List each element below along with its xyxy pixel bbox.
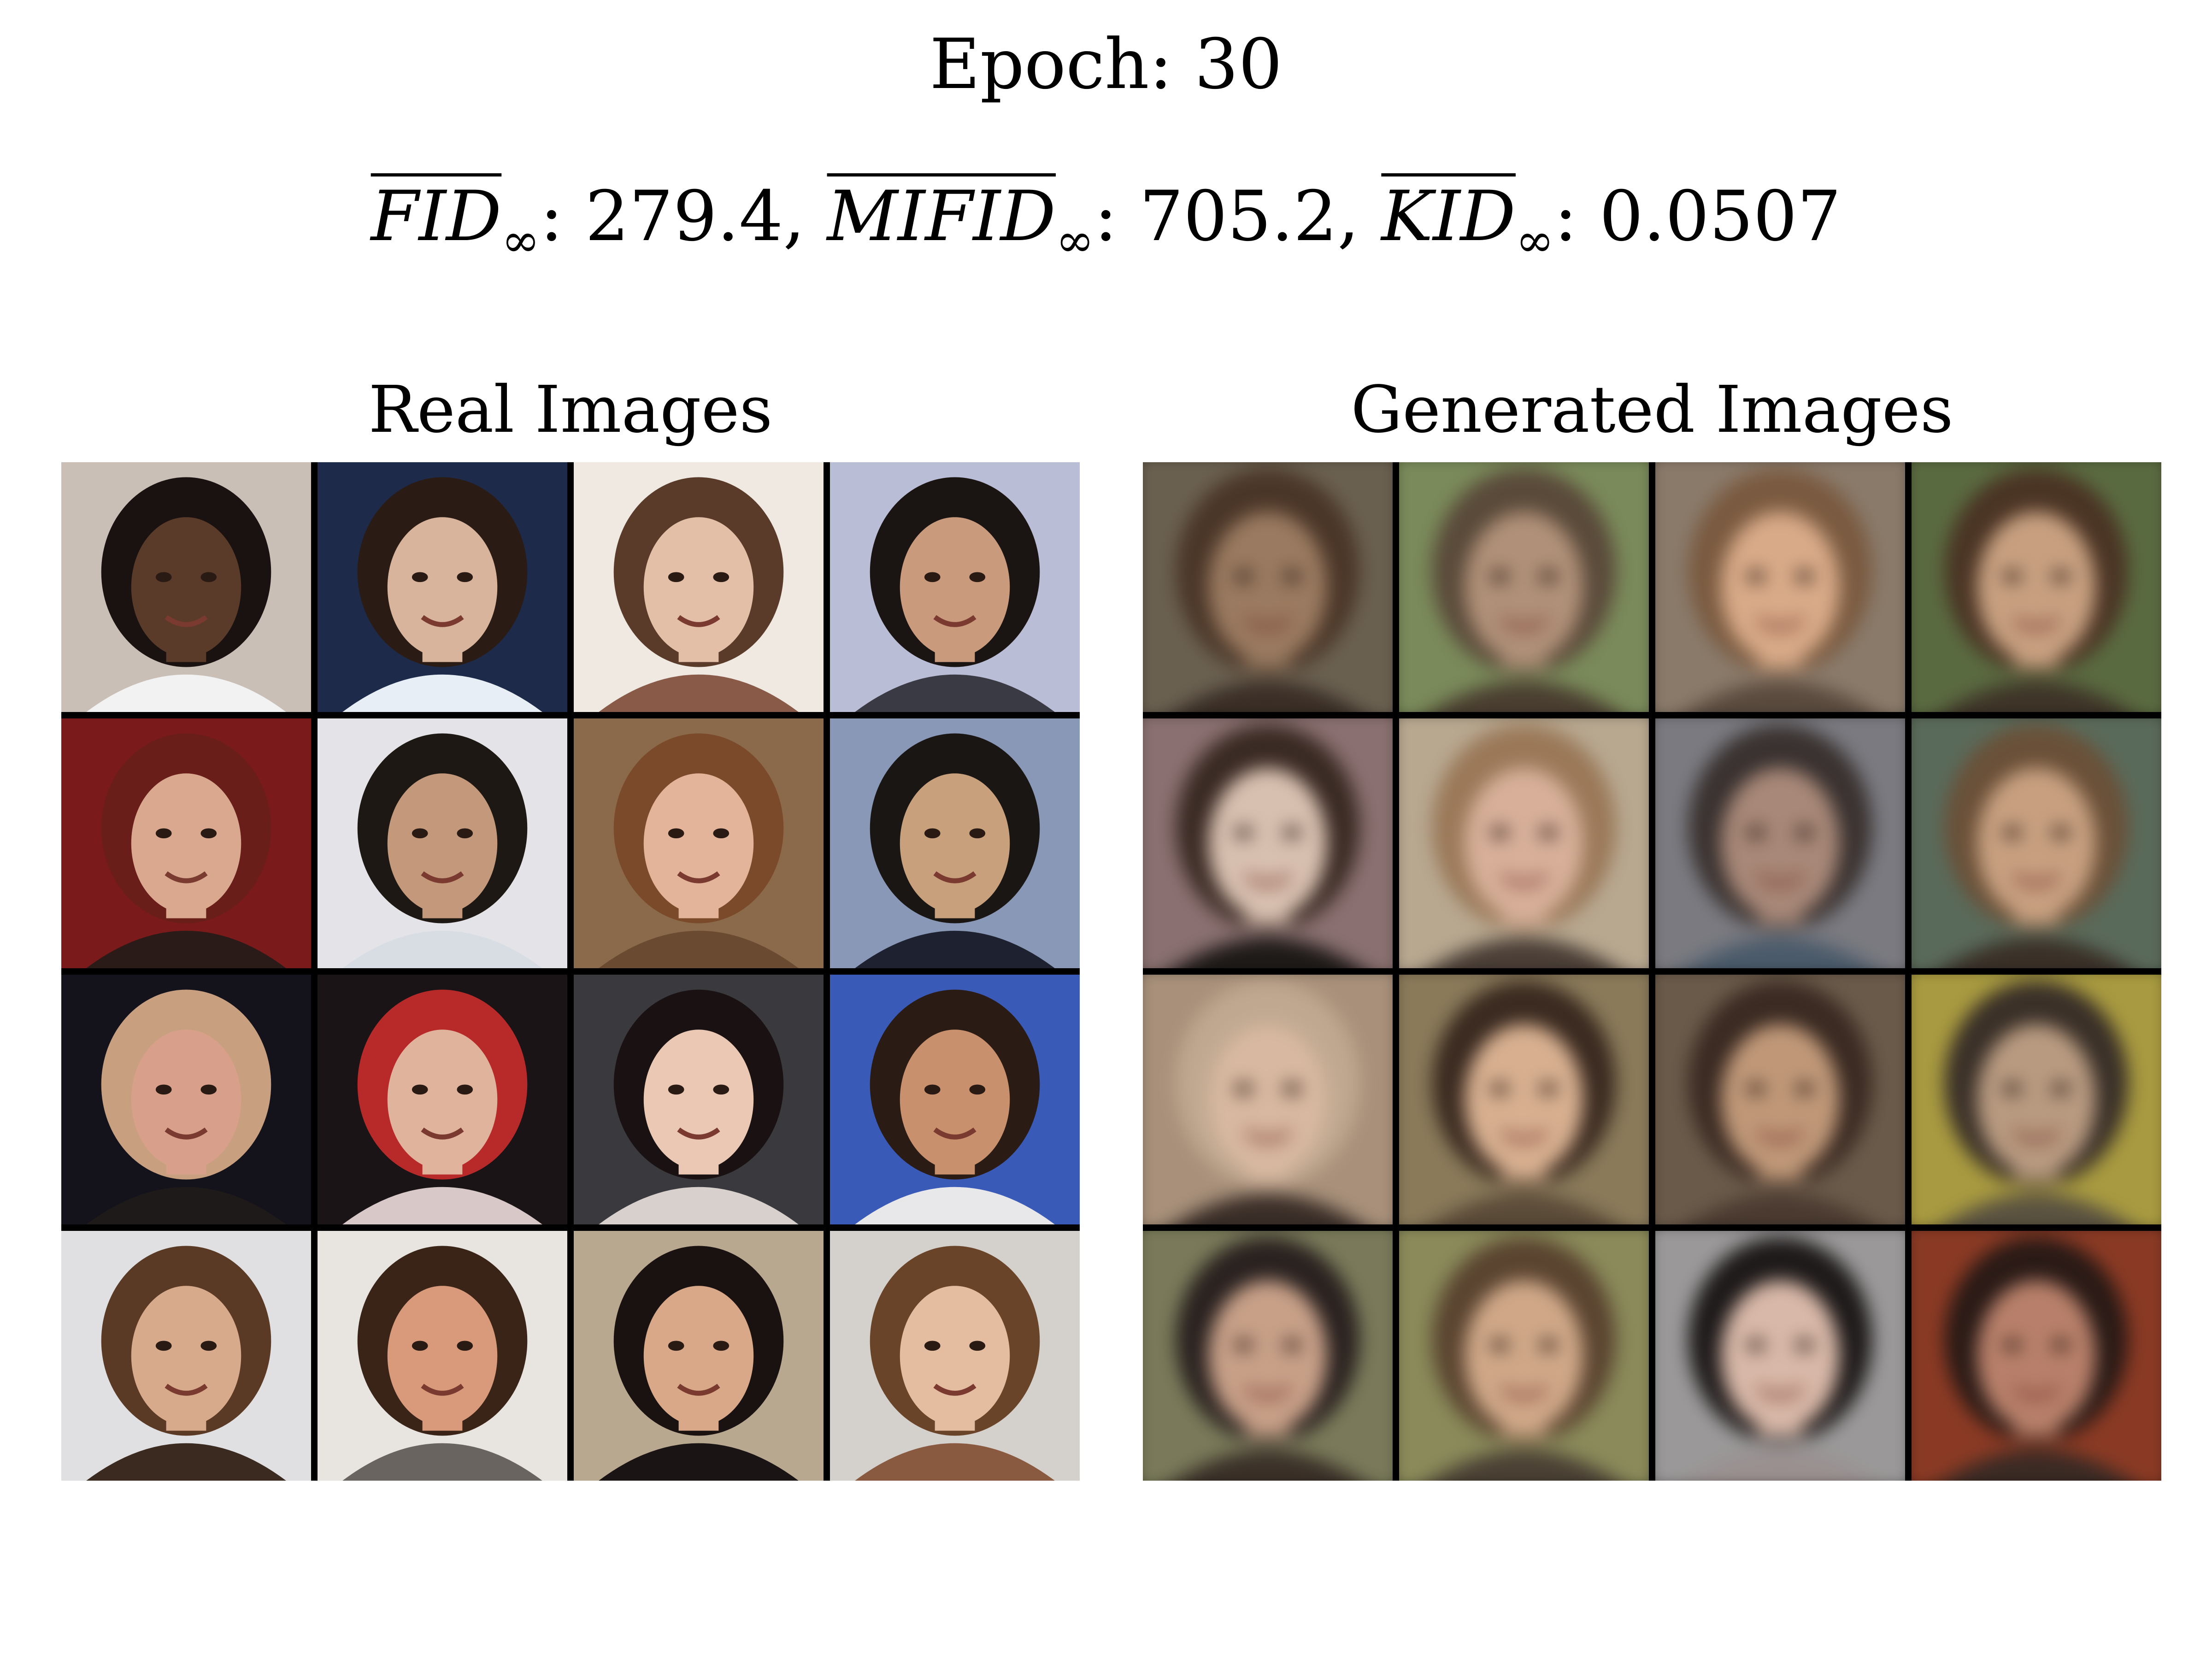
generated-image-4-3 [1655, 1231, 1905, 1481]
kid-subscript: ∞ [1515, 213, 1554, 267]
real-image-4-1 [61, 1231, 311, 1481]
real-image-3-1 [61, 975, 311, 1224]
real-image-4-2 [318, 1231, 567, 1481]
generated-image-1-3 [1655, 462, 1905, 712]
generated-image-4-1 [1143, 1231, 1393, 1481]
mifid-metric: MIFID∞: 705.2, [827, 171, 1359, 287]
real-image-2-4 [830, 718, 1080, 968]
real-image-3-2 [318, 975, 567, 1224]
kid-metric: KID∞: 0.0507 [1381, 171, 1841, 287]
generated-image-1-1 [1143, 462, 1393, 712]
mifid-label: MIFID [827, 176, 1056, 257]
generated-image-3-3 [1655, 975, 1905, 1224]
real-image-4-4 [830, 1231, 1080, 1481]
real-image-2-3 [574, 718, 824, 968]
epoch-title: Epoch: 30 [930, 24, 1282, 105]
generated-image-1-4 [1912, 462, 2161, 712]
kid-label: KID [1381, 176, 1516, 257]
real-image-4-3 [574, 1231, 824, 1481]
generated-image-2-4 [1912, 718, 2161, 968]
generated-image-2-3 [1655, 718, 1905, 968]
generated-image-3-4 [1912, 975, 2161, 1224]
generated-image-4-4 [1912, 1231, 2161, 1481]
mifid-value: : 705.2, [1094, 176, 1359, 257]
generated-image-4-2 [1399, 1231, 1649, 1481]
real-images-title: Real Images [368, 372, 773, 447]
mifid-subscript: ∞ [1056, 213, 1094, 267]
generated-image-3-2 [1399, 975, 1649, 1224]
fid-metric: FID∞: 279.4, [371, 171, 805, 287]
real-image-3-4 [830, 975, 1080, 1224]
kid-value: : 0.0507 [1554, 176, 1841, 257]
real-image-1-1 [61, 462, 311, 712]
fid-value: : 279.4, [540, 176, 805, 257]
generated-images-grid [1143, 462, 2161, 1481]
fid-subscript: ∞ [501, 213, 540, 267]
real-image-1-4 [830, 462, 1080, 712]
real-image-2-2 [318, 718, 567, 968]
generated-images-title: Generated Images [1351, 372, 1953, 447]
generated-image-2-2 [1399, 718, 1649, 968]
real-images-grid [61, 462, 1080, 1481]
generated-image-3-1 [1143, 975, 1393, 1224]
generated-image-1-2 [1399, 462, 1649, 712]
real-image-2-1 [61, 718, 311, 968]
generated-image-2-1 [1143, 718, 1393, 968]
fid-label: FID [371, 176, 502, 257]
real-image-1-2 [318, 462, 567, 712]
metrics-line: FID∞: 279.4, MIFID∞: 705.2, KID∞: 0.0507 [0, 171, 2212, 267]
real-image-3-3 [574, 975, 824, 1224]
real-image-1-3 [574, 462, 824, 712]
